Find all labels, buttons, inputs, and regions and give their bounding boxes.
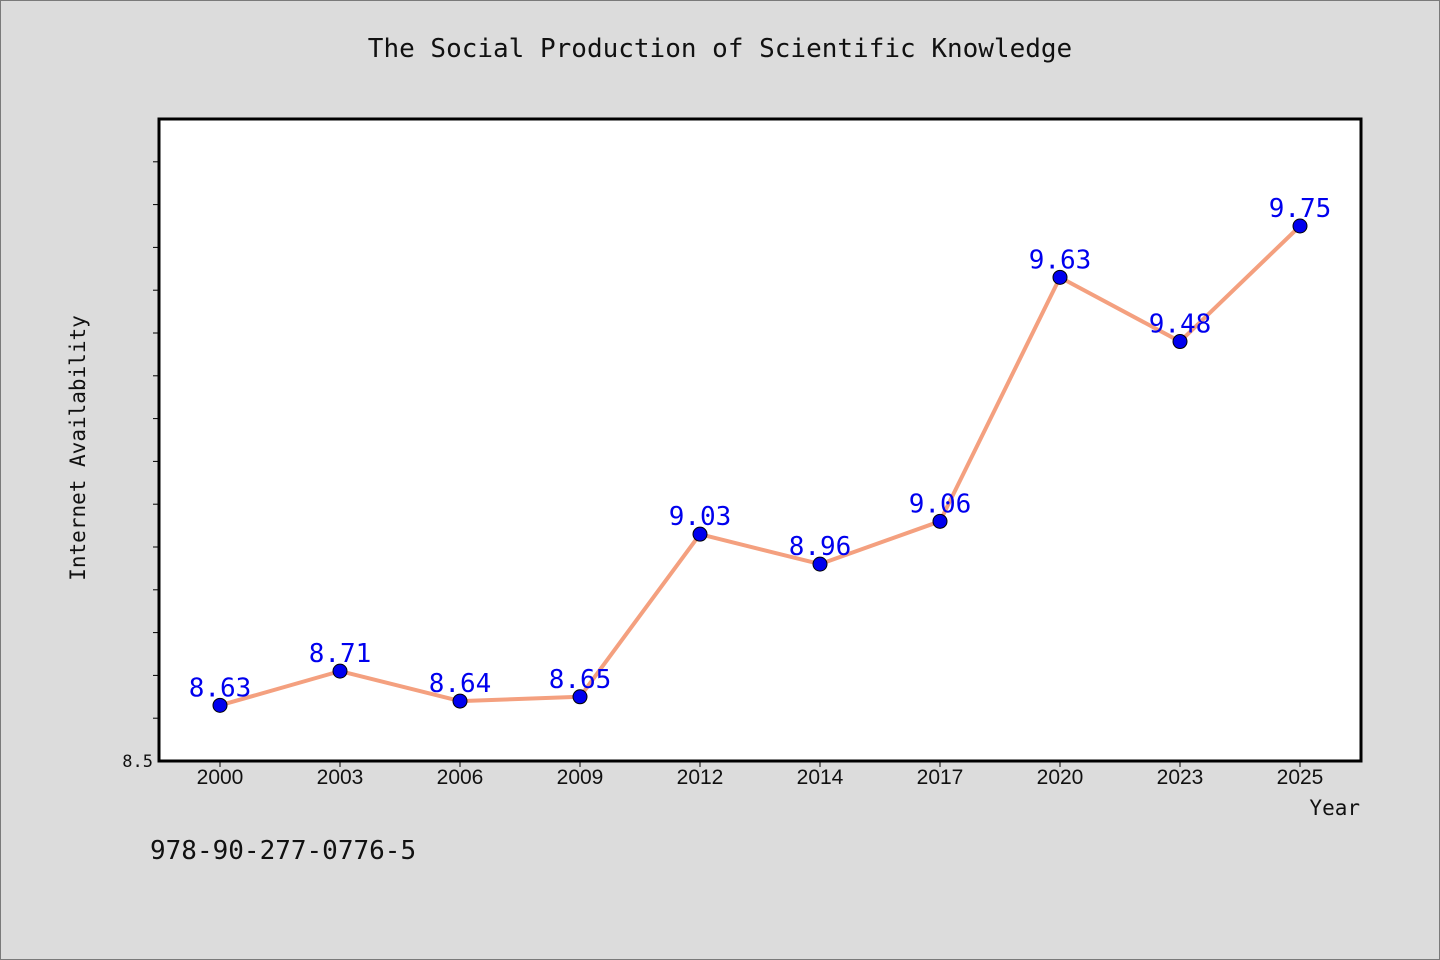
x-tick-label: 2000 xyxy=(197,766,244,789)
data-point xyxy=(812,556,828,572)
data-label: 8.96 xyxy=(789,532,852,562)
isbn-text: 978-90-277-0776-5 xyxy=(150,836,417,866)
data-label: 8.65 xyxy=(549,665,612,695)
data-point xyxy=(1292,218,1308,234)
data-point xyxy=(692,526,708,542)
x-tick-label: 2025 xyxy=(1277,766,1324,789)
plot-area xyxy=(157,117,1363,763)
data-point xyxy=(1172,334,1188,350)
x-tick-label: 2014 xyxy=(797,766,844,789)
data-label: 8.71 xyxy=(309,639,372,669)
data-point xyxy=(452,693,468,709)
data-label-layer: 8.63 8.71 8.64 8.65 9.03 8.96 9.06 9.63 9.48 9.75 xyxy=(189,194,1332,703)
data-point xyxy=(572,689,588,705)
data-label: 9.03 xyxy=(669,502,732,532)
data-label: 9.06 xyxy=(909,489,972,519)
data-point xyxy=(212,697,228,713)
data-label: 8.63 xyxy=(189,673,252,703)
data-label: 9.75 xyxy=(1269,194,1332,224)
data-label: 9.48 xyxy=(1149,310,1212,340)
y-axis-ticks: 8.5 xyxy=(122,161,159,772)
data-point xyxy=(332,663,348,679)
data-point xyxy=(932,513,948,529)
x-tick-label: 2020 xyxy=(1037,766,1084,789)
data-label: 9.63 xyxy=(1029,245,1092,275)
x-tick-label: 2009 xyxy=(557,766,604,789)
x-tick-label: 2006 xyxy=(437,766,484,789)
chart-title: The Social Production of Scientific Know… xyxy=(367,34,1073,64)
x-tick-label: 2023 xyxy=(1157,766,1204,789)
x-axis-label: Year xyxy=(1309,796,1360,820)
x-tick-label: 2003 xyxy=(317,766,364,789)
x-axis-ticks: 2000 2003 2006 2009 2012 2014 2017 2020 2023 2025 xyxy=(197,761,1324,789)
x-tick-label: 2012 xyxy=(677,766,724,789)
y-tick-label: 8.5 xyxy=(122,752,153,772)
series-line xyxy=(218,224,1302,708)
data-label: 8.64 xyxy=(429,669,492,699)
x-tick-label: 2017 xyxy=(917,766,964,789)
series-layer xyxy=(212,218,1308,713)
data-point xyxy=(1052,269,1068,285)
